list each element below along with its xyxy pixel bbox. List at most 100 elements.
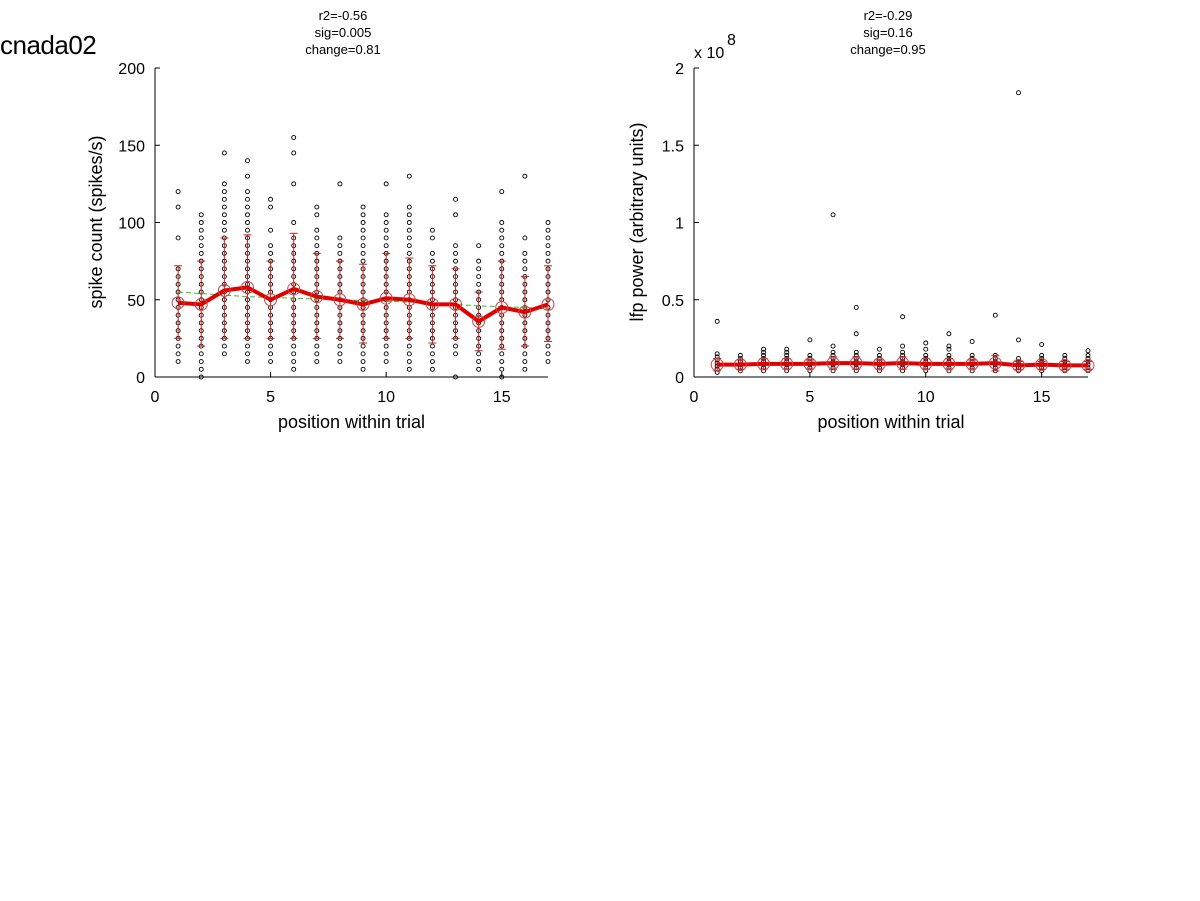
data-point: [853, 305, 859, 310]
data-point: [221, 196, 227, 202]
data-point: [923, 340, 929, 346]
data-point: [900, 343, 906, 349]
mean-marker: [518, 305, 532, 319]
data-point: [221, 181, 227, 187]
y-tick-label: 50: [127, 293, 145, 310]
data-point: [499, 351, 505, 357]
data-point: [337, 343, 343, 349]
mean-marker: [896, 356, 910, 370]
y-tick-label: 0.5: [662, 293, 684, 310]
mean-marker: [988, 356, 1002, 370]
data-point: [429, 227, 435, 233]
x-tick-label: 15: [1033, 389, 1051, 406]
x-tick-label: 5: [805, 389, 814, 406]
data-point: [337, 250, 343, 256]
data-point: [360, 243, 366, 249]
data-point: [383, 181, 389, 187]
data-point: [291, 220, 297, 225]
mean-line: [177, 285, 549, 324]
y-tick-label: 2: [675, 61, 684, 78]
x-tick-label: 10: [377, 389, 395, 406]
x-tick-label: 5: [266, 389, 275, 406]
stats-text: sig=0.005: [315, 25, 372, 40]
data-point: [221, 150, 227, 156]
mean-marker: [1058, 358, 1072, 372]
data-point: [522, 366, 528, 372]
mean-marker: [171, 296, 185, 310]
data-point: [992, 312, 998, 318]
x-tick-label: 0: [690, 389, 699, 406]
data-point: [360, 204, 366, 210]
data-point: [1016, 90, 1021, 96]
mean-marker: [1011, 358, 1025, 372]
data-point: [268, 243, 274, 249]
data-point: [830, 349, 836, 355]
data-point: [830, 343, 836, 349]
data-point: [453, 258, 458, 264]
data-point: [291, 135, 297, 140]
data-point: [175, 343, 181, 349]
data-point: [360, 227, 366, 233]
data-point: [900, 349, 906, 355]
data-point: [221, 189, 227, 195]
data-point: [337, 243, 343, 249]
data-point: [291, 343, 297, 349]
data-point: [429, 343, 435, 349]
data-point: [245, 204, 250, 210]
data-point: [545, 359, 551, 364]
data-point: [245, 220, 250, 225]
data-point: [291, 359, 297, 364]
mean-marker: [919, 357, 933, 371]
data-point: [245, 351, 250, 357]
data-point: [175, 359, 181, 364]
data-point: [383, 243, 389, 249]
mean-marker: [287, 282, 301, 296]
data-point: [969, 339, 975, 344]
data-point: [476, 366, 482, 372]
data-point: [198, 212, 204, 218]
data-point: [291, 181, 297, 187]
data-point: [221, 227, 227, 233]
data-point: [499, 366, 505, 372]
mean-marker: [264, 293, 278, 307]
data-point: [522, 266, 528, 272]
mean-marker: [710, 358, 724, 372]
data-point: [245, 212, 250, 218]
data-point: [545, 258, 551, 264]
data-point: [522, 258, 528, 264]
data-point: [499, 359, 505, 364]
data-point: [406, 351, 412, 357]
y-axis-label: spike count (spikes/s): [86, 135, 106, 308]
data-point: [198, 366, 204, 372]
y-tick-label: 0: [675, 370, 684, 387]
data-point: [175, 204, 181, 210]
data-point: [545, 250, 551, 256]
x-axis-label: position within trial: [278, 412, 425, 432]
data-point: [406, 359, 412, 364]
mean-marker: [310, 290, 324, 304]
data-point: [245, 173, 250, 179]
data-point: [314, 212, 320, 218]
data-point: [714, 318, 720, 324]
data-point: [429, 250, 435, 256]
data-point: [522, 235, 528, 241]
data-point: [1085, 352, 1091, 358]
mean-marker: [495, 300, 509, 314]
data-point: [453, 212, 458, 218]
data-point: [406, 212, 412, 218]
y-tick-label: 150: [118, 138, 145, 155]
data-point: [360, 235, 366, 241]
data-point: [453, 351, 458, 357]
mean-marker: [965, 357, 979, 371]
data-point: [314, 351, 320, 357]
data-point: [429, 258, 435, 264]
mean-marker: [194, 297, 208, 311]
mean-marker: [1035, 358, 1049, 372]
mean-marker: [217, 283, 231, 297]
mean-marker: [757, 357, 771, 371]
data-point: [1039, 342, 1045, 348]
data-point: [175, 351, 181, 357]
data-point: [383, 212, 389, 218]
data-point: [545, 227, 551, 233]
data-point: [522, 359, 528, 364]
